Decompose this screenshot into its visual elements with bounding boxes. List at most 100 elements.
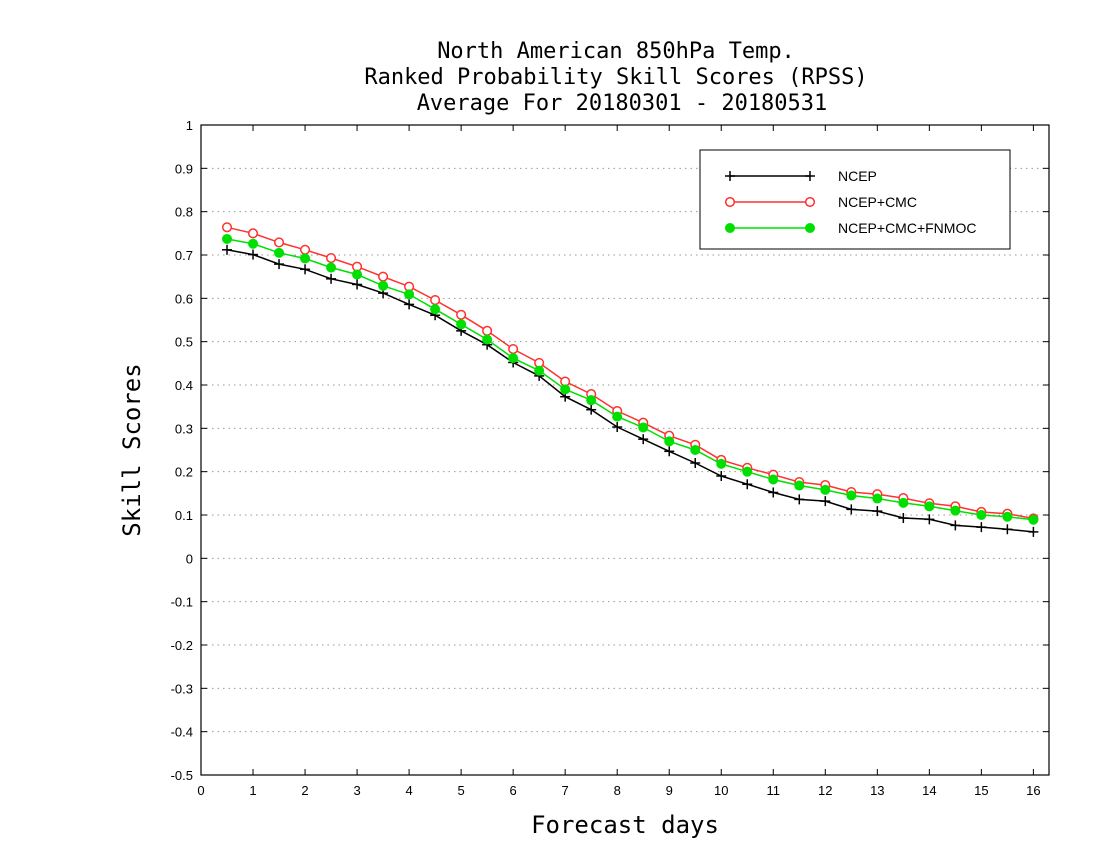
plus-marker [716,471,727,481]
open-circle-marker [430,295,441,306]
filled-circle-marker [560,384,571,395]
filled-circle-marker [1002,511,1013,522]
title-line-3: Average For 20180301 - 20180531 [417,91,828,116]
filled-circle-marker [768,474,779,485]
filled-circle-marker [820,484,831,495]
plus-marker [300,264,311,275]
filled-circle-marker [482,334,493,345]
x-tick-label: 8 [614,783,621,798]
filled-circle-marker [508,353,519,364]
x-tick-label: 15 [974,783,988,798]
y-tick-label: -0.1 [171,595,193,610]
y-tick-label: 0.4 [175,378,193,393]
filled-circle-marker [274,247,285,258]
filled-circle-marker [456,319,467,330]
filled-circle-marker [534,365,545,376]
legend-item: NCEP+CMC [724,194,917,210]
filled-circle-marker [725,223,735,233]
open-circle-marker [299,244,311,255]
legend-item: NCEP+CMC+FNMOC [725,220,976,236]
x-tick-label: 16 [1026,783,1040,798]
filled-circle-marker [404,289,415,300]
filled-circle-marker [872,493,883,504]
series-group [221,222,1039,537]
open-circle-marker [508,343,519,355]
plus-marker [725,171,735,181]
filled-circle-marker [326,262,337,273]
filled-circle-marker [638,422,649,433]
filled-circle-marker [950,505,961,516]
x-axis-label: Forecast days [531,811,719,839]
x-tick-label: 6 [510,783,517,798]
y-tick-label: 0.3 [175,421,193,436]
plus-marker [352,279,363,290]
x-tick-label: 7 [562,783,569,798]
plus-marker [794,494,805,505]
plus-marker [898,513,909,524]
y-tick-label: 0.5 [175,335,193,350]
plus-marker [924,514,935,525]
y-axis-label: Skill Scores [118,363,146,536]
y-tick-label: -0.5 [171,768,193,783]
legend-label: NCEP [838,168,877,184]
x-tick-label: 5 [458,783,465,798]
series-ncep-cmc-fnmoc [222,233,1039,525]
series-ncep-cmc [221,222,1039,524]
plus-marker [586,404,597,415]
plus-marker [326,273,337,284]
open-circle-marker [247,228,259,239]
x-tick-label: 3 [353,783,360,798]
y-tick-label: -0.2 [171,638,193,653]
filled-circle-marker [222,233,233,244]
plot-frame [200,124,1050,776]
open-circle-marker [482,325,493,336]
filled-circle-marker [976,510,987,520]
plus-marker [404,299,415,310]
plus-marker [274,259,285,270]
filled-circle-marker [248,238,259,249]
legend-label: NCEP+CMC [838,194,917,210]
filled-circle-marker [924,501,935,512]
plus-marker [612,422,623,433]
y-tick-label: 0 [186,551,193,566]
x-tick-label: 12 [818,783,832,798]
filled-circle-marker [664,436,675,447]
gridlines [201,167,1049,733]
filled-circle-marker [805,223,815,233]
plus-marker [1028,526,1039,537]
x-tick-label: 2 [301,783,308,798]
legend-box [699,149,1011,250]
plus-marker [638,434,649,445]
filled-circle-marker [716,458,727,469]
open-circle-marker [804,196,816,208]
filled-circle-marker [846,490,857,501]
y-tick-label: -0.3 [171,681,193,696]
filled-circle-marker [612,411,623,422]
x-tick-label: 0 [197,783,204,798]
x-tick-label: 9 [666,783,673,798]
filled-circle-marker [1028,514,1039,525]
x-tick-label: 4 [405,783,412,798]
filled-circle-marker [690,445,701,455]
plus-marker [742,479,753,490]
plus-marker [820,496,831,507]
x-tick-label: 14 [922,783,936,798]
legend: NCEP NCEP+CMC NCEP+CMC+FNMOC [699,149,1011,250]
y-tick-label: 0.9 [175,161,193,176]
open-circle-marker [378,271,389,282]
y-tick-label: 0.8 [175,205,193,220]
chart-title: North American 850hPa Temp. Ranked Proba… [364,39,867,116]
y-tick-label: 0.7 [175,248,193,263]
legend-item: NCEP [725,168,877,184]
series-line [226,226,1034,520]
open-circle-marker [456,309,467,320]
filled-circle-marker [352,269,363,280]
plus-marker [248,249,259,260]
y-axis-ticks: -0.5 -0.4 -0.3 -0.2 -0.1 0 0.1 0.2 0.3 0.4 0.5 0.6 0… [171,118,1049,783]
open-circle-marker [221,222,233,233]
x-axis-ticks: 0 1 2 3 4 5 6 7 8 9 10 11 12 13 14 15 16 [197,125,1041,798]
y-tick-label: 0.6 [175,291,193,306]
x-tick-label: 11 [767,783,781,798]
y-tick-label: 0.1 [175,508,193,523]
